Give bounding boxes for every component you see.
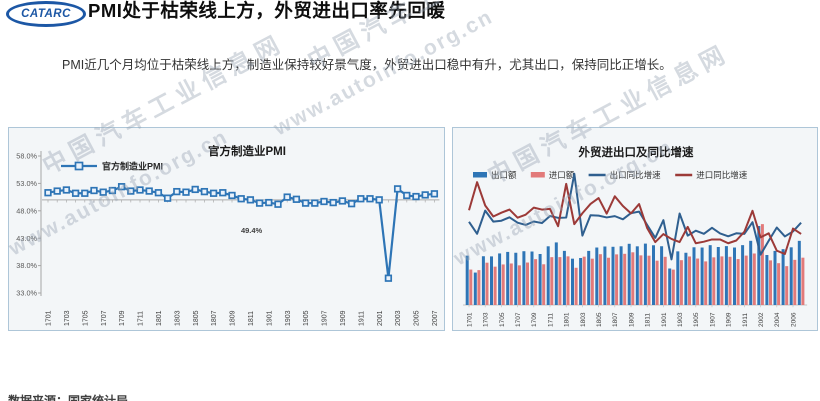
svg-text:1703: 1703: [483, 312, 490, 327]
svg-text:1801: 1801: [564, 312, 571, 327]
svg-text:进口同比增速: 进口同比增速: [696, 170, 748, 180]
data-source-note: 数据来源：国家统计局: [8, 394, 129, 401]
svg-text:1911: 1911: [742, 313, 749, 327]
svg-text:外贸进出口及同比增速: 外贸进出口及同比增速: [578, 145, 694, 159]
watermark-text: www.autoinfo.org.cn: [270, 5, 498, 141]
svg-text:出口同比增速: 出口同比增速: [610, 170, 662, 180]
svg-text:1805: 1805: [193, 310, 200, 326]
svg-text:1903: 1903: [285, 310, 292, 326]
svg-text:官方制造业PMI: 官方制造业PMI: [102, 161, 163, 172]
svg-text:2002: 2002: [758, 312, 765, 327]
svg-text:1703: 1703: [64, 310, 71, 326]
page-title: PMI处于枯荣线上方，外贸进出口率先回暖: [88, 0, 446, 21]
svg-text:1901: 1901: [266, 310, 273, 326]
svg-text:1811: 1811: [645, 313, 652, 327]
pmi-chart-panel: 官方制造业PMI 58.0% 53.0% 48.0% 43.0% 38.0% 33.0% 17…: [8, 127, 445, 331]
trade-chart-panel: 外贸进出口及同比增速出口额 进口额 出口同比增速 进口同比增速 1701 1703 1705…: [452, 127, 818, 331]
svg-text:48.0%: 48.0%: [16, 206, 37, 215]
svg-text:38.0%: 38.0%: [16, 261, 37, 270]
svg-text:1701: 1701: [46, 310, 53, 326]
svg-text:1909: 1909: [340, 310, 347, 326]
svg-text:1809: 1809: [628, 312, 635, 327]
svg-text:1811: 1811: [248, 311, 255, 326]
svg-text:1905: 1905: [303, 310, 310, 326]
svg-text:2004: 2004: [774, 312, 781, 327]
svg-text:1807: 1807: [211, 310, 218, 326]
svg-text:1711: 1711: [138, 311, 145, 326]
svg-text:1807: 1807: [612, 312, 619, 327]
svg-text:53.0%: 53.0%: [16, 179, 37, 188]
svg-text:2001: 2001: [377, 310, 384, 326]
svg-text:1709: 1709: [119, 310, 126, 326]
pmi-chart: 官方制造业PMI 58.0% 53.0% 48.0% 43.0% 38.0% 33.0% 17…: [16, 144, 440, 326]
svg-text:进口额: 进口额: [549, 170, 575, 180]
svg-text:1907: 1907: [709, 312, 716, 327]
svg-text:1911: 1911: [358, 311, 365, 326]
svg-text:1903: 1903: [677, 312, 684, 327]
svg-text:1707: 1707: [101, 310, 108, 326]
svg-text:出口额: 出口额: [491, 170, 517, 180]
svg-text:1709: 1709: [531, 312, 538, 327]
svg-text:58.0%: 58.0%: [16, 152, 37, 161]
svg-text:49.4%: 49.4%: [241, 226, 263, 235]
svg-text:1809: 1809: [230, 310, 237, 326]
svg-text:1909: 1909: [726, 312, 733, 327]
svg-text:1905: 1905: [693, 312, 700, 327]
svg-text:1711: 1711: [547, 313, 554, 327]
svg-text:1907: 1907: [322, 310, 329, 326]
svg-text:1803: 1803: [174, 310, 181, 326]
svg-text:1701: 1701: [466, 312, 473, 327]
intro-text: PMI近几个月均位于枯荣线上方，制造业保持较好景气度，外贸进出口稳中有升，尤其出…: [62, 58, 672, 72]
svg-text:2003: 2003: [395, 310, 402, 326]
svg-text:1707: 1707: [515, 312, 522, 327]
svg-text:1901: 1901: [661, 312, 668, 327]
svg-text:1803: 1803: [580, 312, 587, 327]
svg-text:官方制造业PMI: 官方制造业PMI: [208, 144, 286, 158]
svg-text:43.0%: 43.0%: [16, 234, 37, 243]
svg-text:2006: 2006: [790, 312, 797, 327]
svg-text:1801: 1801: [156, 310, 163, 326]
svg-text:33.0%: 33.0%: [16, 289, 37, 298]
svg-text:1705: 1705: [82, 310, 89, 326]
catarc-logo-icon: CATARC: [6, 1, 86, 27]
svg-text:1705: 1705: [499, 312, 506, 327]
svg-text:1805: 1805: [596, 312, 603, 327]
svg-text:2005: 2005: [414, 310, 421, 326]
svg-text:2007: 2007: [432, 310, 439, 326]
